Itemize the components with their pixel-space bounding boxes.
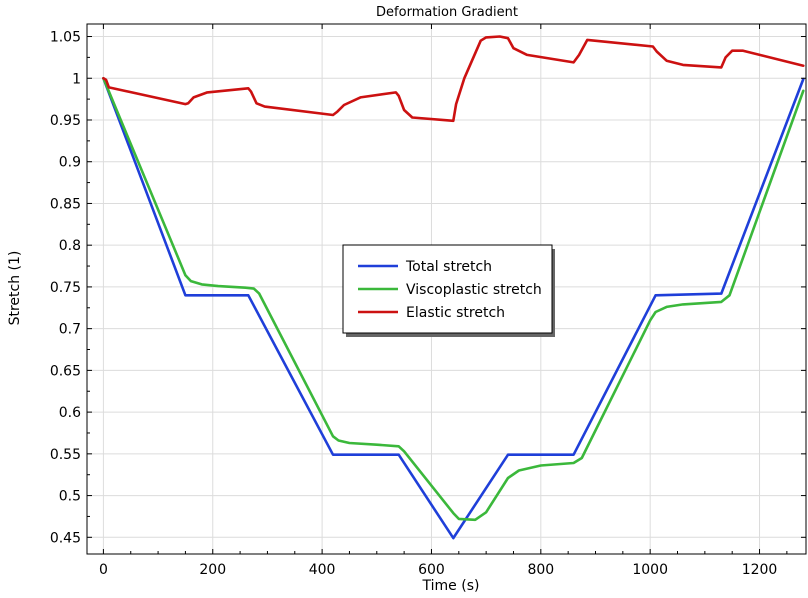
- series-line-total-stretch: [102, 77, 805, 540]
- axis-ticks: 0 200 400 600 800 1000 1200 0.45 0.5 0.55 0.6 0.65 0…: [50, 24, 806, 578]
- y-tick-label: 0.5: [59, 489, 81, 505]
- x-tick-label: 1000: [632, 562, 668, 578]
- x-tick-label: 0: [99, 562, 108, 578]
- x-tick-label: 400: [309, 562, 336, 578]
- y-tick-label: 0.55: [50, 447, 81, 463]
- x-tick-label: 1200: [742, 562, 778, 578]
- series-line-elastic-stretch: [102, 35, 805, 123]
- y-axis-title: Stretch (1): [7, 251, 23, 326]
- y-tick-label: 0.45: [50, 530, 81, 546]
- series-line-viscoplastic-stretch: [102, 77, 805, 522]
- legend-label-elastic-stretch: Elastic stretch: [406, 305, 505, 321]
- y-tick-label: 0.9: [59, 155, 81, 171]
- x-tick-label: 200: [199, 562, 226, 578]
- y-tick-label: 0.6: [59, 405, 81, 421]
- y-tick-label: 0.75: [50, 280, 81, 296]
- chart-title: Deformation Gradient: [376, 5, 518, 20]
- legend-label-total-stretch: Total stretch: [405, 259, 492, 275]
- y-tick-label: 1: [72, 71, 81, 87]
- legend-label-viscoplastic-stretch: Viscoplastic stretch: [406, 282, 542, 298]
- plot-frame: [86, 23, 807, 555]
- x-tick-label: 800: [527, 562, 554, 578]
- y-tick-label: 0.65: [50, 363, 81, 379]
- legend: Total stretch Viscoplastic stretch Elastic…: [342, 244, 555, 337]
- y-tick-label: 0.8: [59, 238, 81, 254]
- x-tick-label: 600: [418, 562, 445, 578]
- y-tick-label: 1.05: [50, 30, 81, 46]
- y-tick-label: 0.7: [59, 322, 81, 338]
- y-tick-label: 0.85: [50, 196, 81, 212]
- x-axis-title: Time (s): [422, 578, 480, 594]
- series-layer: [102, 35, 805, 540]
- y-tick-label: 0.95: [50, 113, 81, 129]
